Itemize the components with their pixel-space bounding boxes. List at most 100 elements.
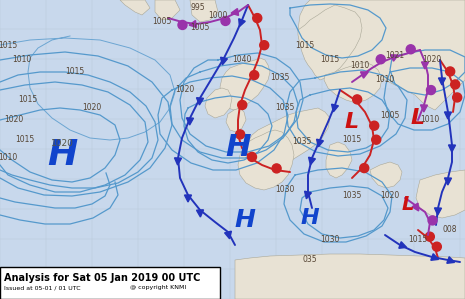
Polygon shape xyxy=(298,5,362,80)
Polygon shape xyxy=(248,108,330,168)
Text: 1035: 1035 xyxy=(292,138,312,147)
Circle shape xyxy=(425,232,434,241)
Polygon shape xyxy=(238,130,294,190)
Text: 1020: 1020 xyxy=(82,103,102,112)
Circle shape xyxy=(272,164,281,173)
Circle shape xyxy=(250,71,259,80)
Text: 1015: 1015 xyxy=(295,40,315,50)
Text: Analysis for Sat 05 Jan 2019 00 UTC: Analysis for Sat 05 Jan 2019 00 UTC xyxy=(4,273,200,283)
Polygon shape xyxy=(317,139,323,147)
Text: 1040: 1040 xyxy=(232,56,252,65)
Circle shape xyxy=(432,242,441,251)
Polygon shape xyxy=(120,0,150,15)
Text: 1030: 1030 xyxy=(275,185,295,195)
Polygon shape xyxy=(421,62,429,69)
Text: 035: 035 xyxy=(303,256,317,265)
Text: 1015: 1015 xyxy=(0,40,18,50)
Text: @ copyright KNMI: @ copyright KNMI xyxy=(130,285,186,290)
Polygon shape xyxy=(420,105,427,112)
Text: L: L xyxy=(411,108,425,128)
Polygon shape xyxy=(186,118,193,125)
Circle shape xyxy=(428,216,437,225)
Polygon shape xyxy=(360,72,368,78)
Polygon shape xyxy=(416,170,465,218)
Polygon shape xyxy=(438,78,445,85)
Polygon shape xyxy=(309,157,315,165)
Text: 1015: 1015 xyxy=(342,135,362,144)
Text: 1020: 1020 xyxy=(175,86,195,94)
Polygon shape xyxy=(399,242,406,248)
Circle shape xyxy=(178,20,187,30)
Text: L: L xyxy=(345,112,359,132)
Text: H: H xyxy=(301,208,319,228)
Circle shape xyxy=(360,164,369,173)
Text: 1005: 1005 xyxy=(153,18,172,27)
Circle shape xyxy=(370,121,379,130)
Circle shape xyxy=(376,55,385,64)
Text: 1005: 1005 xyxy=(380,111,400,120)
Text: H: H xyxy=(234,208,255,232)
Text: 1020: 1020 xyxy=(422,56,442,65)
Text: 1015: 1015 xyxy=(19,95,38,104)
Text: 1020: 1020 xyxy=(380,190,399,199)
Circle shape xyxy=(238,100,247,109)
Circle shape xyxy=(372,135,381,144)
Text: 1020: 1020 xyxy=(51,138,73,147)
Text: 1010: 1010 xyxy=(350,60,370,69)
Polygon shape xyxy=(220,58,270,110)
Text: 1010: 1010 xyxy=(420,115,439,124)
Text: 1010: 1010 xyxy=(13,56,32,65)
Polygon shape xyxy=(231,9,239,16)
Circle shape xyxy=(260,41,269,50)
Circle shape xyxy=(247,152,257,161)
Text: 1021: 1021 xyxy=(385,51,405,60)
Polygon shape xyxy=(412,203,418,211)
Circle shape xyxy=(453,93,462,102)
Text: 995: 995 xyxy=(191,4,206,13)
Circle shape xyxy=(236,130,245,139)
Polygon shape xyxy=(445,112,452,119)
Text: 1010: 1010 xyxy=(0,153,18,162)
Polygon shape xyxy=(449,145,456,152)
Polygon shape xyxy=(155,0,180,20)
Circle shape xyxy=(352,95,362,104)
Text: 1030: 1030 xyxy=(320,236,340,245)
Polygon shape xyxy=(391,55,399,61)
Text: 1020: 1020 xyxy=(4,115,24,124)
Polygon shape xyxy=(324,62,382,103)
Polygon shape xyxy=(197,210,204,217)
Polygon shape xyxy=(447,257,455,263)
Polygon shape xyxy=(434,208,441,215)
Circle shape xyxy=(445,67,455,76)
Polygon shape xyxy=(225,231,232,239)
Polygon shape xyxy=(239,19,245,27)
Polygon shape xyxy=(235,254,465,299)
Circle shape xyxy=(253,13,262,23)
Polygon shape xyxy=(332,104,339,112)
Circle shape xyxy=(451,80,460,89)
Circle shape xyxy=(426,86,436,94)
Bar xyxy=(0,267,220,299)
Text: 1035: 1035 xyxy=(275,103,295,112)
Text: L: L xyxy=(402,196,414,214)
Text: 1015: 1015 xyxy=(320,56,339,65)
Circle shape xyxy=(406,45,415,54)
Text: 1015: 1015 xyxy=(408,236,428,245)
Polygon shape xyxy=(445,178,452,185)
Text: 1010: 1010 xyxy=(375,76,395,85)
Polygon shape xyxy=(370,162,402,188)
Polygon shape xyxy=(174,158,181,165)
Polygon shape xyxy=(226,108,246,132)
Polygon shape xyxy=(189,21,197,28)
Polygon shape xyxy=(205,88,232,118)
Text: Issued at 05-01 / 01 UTC: Issued at 05-01 / 01 UTC xyxy=(4,285,80,290)
Text: 1005: 1005 xyxy=(190,24,210,33)
Polygon shape xyxy=(197,98,204,105)
Text: 1035: 1035 xyxy=(270,74,290,83)
Text: 008: 008 xyxy=(443,225,457,234)
Polygon shape xyxy=(185,195,192,202)
Polygon shape xyxy=(305,191,312,199)
Text: 1015: 1015 xyxy=(15,135,34,144)
Text: 1035: 1035 xyxy=(342,190,362,199)
Polygon shape xyxy=(431,254,438,260)
